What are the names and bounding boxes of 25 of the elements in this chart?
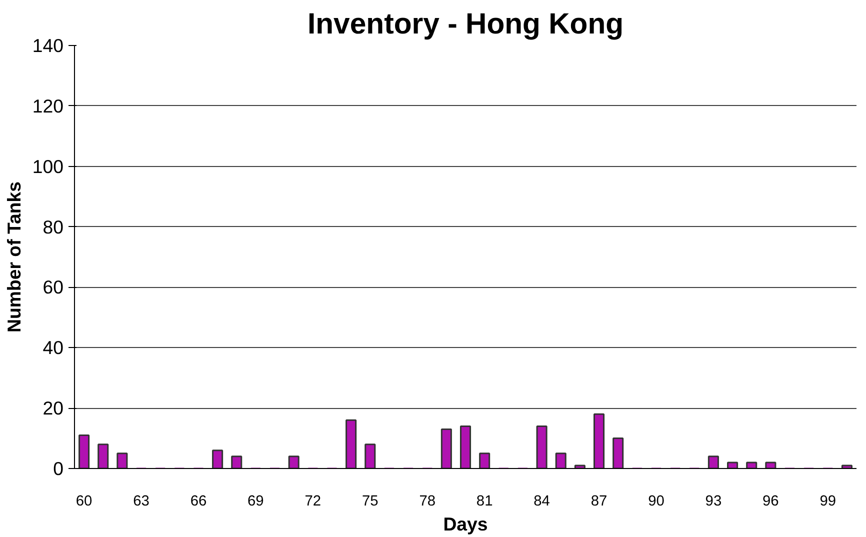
x-tick-label: 90 xyxy=(648,494,664,510)
y-tick-label: 60 xyxy=(42,276,64,298)
x-tick-label: 84 xyxy=(534,494,550,510)
y-tick-label: 20 xyxy=(42,398,64,419)
x-tick-label: 66 xyxy=(190,494,207,510)
x-tick-label: 87 xyxy=(590,494,608,510)
x-axis-title: Days xyxy=(443,514,488,534)
x-tick-label: 81 xyxy=(476,494,493,510)
x-tick-label: 78 xyxy=(419,494,436,510)
y-axis-title: Number of Tanks xyxy=(3,182,24,332)
x-tick-label: 99 xyxy=(820,494,836,510)
y-tick-label: 140 xyxy=(32,35,64,56)
x-tick-label: 69 xyxy=(248,494,264,510)
x-tick-label: 60 xyxy=(76,494,92,510)
x-tick-label: 75 xyxy=(362,494,378,510)
y-tick-label: 80 xyxy=(42,216,64,238)
y-tick-label: 100 xyxy=(32,156,64,177)
x-tick-label: 63 xyxy=(133,494,150,510)
y-tick-label: 40 xyxy=(42,337,64,358)
x-tick-label: 72 xyxy=(304,494,322,510)
y-tick-label: 0 xyxy=(53,458,64,479)
x-tick-label: 96 xyxy=(762,494,779,510)
x-tick-label: 93 xyxy=(705,494,722,510)
chart-title: Inventory - Hong Kong xyxy=(307,8,624,40)
y-tick-label: 120 xyxy=(32,95,64,116)
